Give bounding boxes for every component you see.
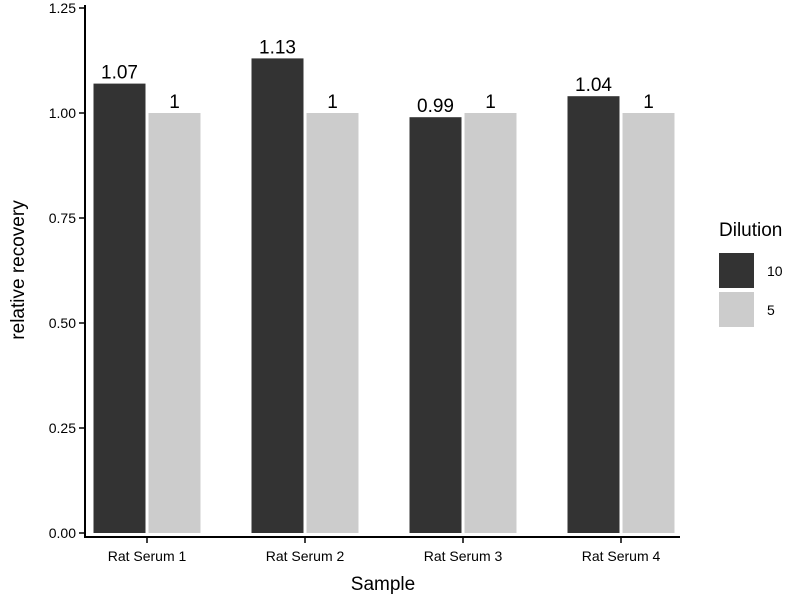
x-tick-label: Rat Serum 4: [582, 548, 661, 564]
legend: Dilution 10 5: [719, 220, 783, 327]
legend-swatch-10: [719, 253, 754, 288]
data-label: 1: [643, 92, 654, 113]
bar-5-2: [306, 113, 359, 533]
data-label: 1.04: [575, 75, 612, 96]
x-tick-label: Rat Serum 1: [108, 548, 187, 564]
bar-10-1: [93, 83, 146, 533]
data-label: 1: [327, 92, 338, 113]
y-tick-label: 0.75: [49, 210, 76, 226]
bar-10-3: [409, 117, 462, 533]
y-axis-title: relative recovery: [8, 200, 29, 340]
bar-10-4: [567, 96, 620, 533]
data-label: 1: [169, 92, 180, 113]
data-label: 1: [485, 92, 496, 113]
y-tick-label: 0.25: [49, 420, 76, 436]
y-tick-label: 1.00: [49, 105, 76, 121]
data-label: 1.07: [101, 63, 138, 84]
bar-10-2: [251, 58, 304, 534]
x-tick-label: Rat Serum 3: [424, 548, 503, 564]
data-label: 1.13: [259, 37, 296, 58]
x-tick-label: Rat Serum 2: [266, 548, 345, 564]
y-tick-label: 0.50: [49, 315, 76, 331]
bar-5-3: [464, 113, 517, 533]
y-tick-label: 1.25: [49, 0, 76, 16]
x-axis-title: Sample: [351, 574, 415, 595]
legend-swatch-5: [719, 292, 754, 327]
y-tick-label: 0.00: [49, 525, 76, 541]
legend-label: 10: [767, 263, 783, 279]
bar-5-1: [148, 113, 201, 533]
legend-title: Dilution: [719, 220, 782, 241]
data-label: 0.99: [417, 96, 454, 117]
bar-5-4: [622, 113, 675, 533]
legend-label: 5: [767, 302, 775, 318]
